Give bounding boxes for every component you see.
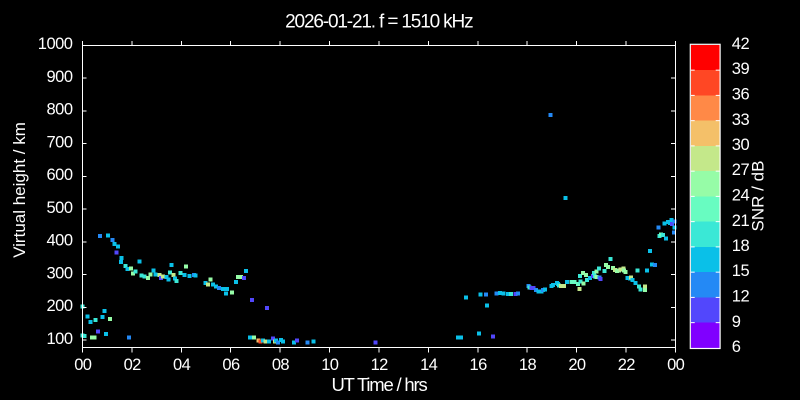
svg-text:UT Time / hrs: UT Time / hrs <box>331 374 427 395</box>
svg-text:900: 900 <box>46 68 72 86</box>
svg-text:100: 100 <box>46 330 72 348</box>
svg-text:2026-01-21. f = 1510 kHz: 2026-01-21. f = 1510 kHz <box>285 11 473 32</box>
svg-text:18: 18 <box>732 237 750 255</box>
svg-text:1000: 1000 <box>38 35 73 53</box>
svg-text:02: 02 <box>124 356 142 374</box>
svg-text:24: 24 <box>732 187 750 205</box>
svg-text:22: 22 <box>618 356 636 374</box>
svg-text:200: 200 <box>46 297 72 315</box>
svg-text:800: 800 <box>46 101 72 119</box>
svg-text:15: 15 <box>732 262 750 280</box>
svg-text:21: 21 <box>732 212 750 230</box>
svg-text:04: 04 <box>173 356 191 374</box>
svg-text:08: 08 <box>272 356 290 374</box>
svg-text:36: 36 <box>732 86 750 104</box>
svg-text:12: 12 <box>371 356 389 374</box>
svg-text:30: 30 <box>732 136 750 154</box>
svg-text:Virtual height / km: Virtual height / km <box>10 122 29 258</box>
svg-text:12: 12 <box>732 288 750 306</box>
svg-text:27: 27 <box>732 161 750 179</box>
svg-text:9: 9 <box>732 313 741 331</box>
svg-text:16: 16 <box>470 356 488 374</box>
svg-text:500: 500 <box>46 199 72 217</box>
svg-text:39: 39 <box>732 60 750 78</box>
svg-text:00: 00 <box>74 356 92 374</box>
svg-text:42: 42 <box>732 35 750 53</box>
svg-text:SNR / dB: SNR / dB <box>749 161 768 232</box>
svg-text:33: 33 <box>732 111 750 129</box>
svg-text:6: 6 <box>732 338 741 356</box>
svg-text:06: 06 <box>222 356 240 374</box>
svg-text:300: 300 <box>46 265 72 283</box>
svg-text:00: 00 <box>667 356 685 374</box>
svg-text:18: 18 <box>519 356 537 374</box>
svg-text:400: 400 <box>46 232 72 250</box>
svg-text:20: 20 <box>568 356 586 374</box>
svg-text:14: 14 <box>420 356 438 374</box>
svg-text:10: 10 <box>321 356 339 374</box>
svg-text:700: 700 <box>46 134 72 152</box>
svg-text:600: 600 <box>46 166 72 184</box>
